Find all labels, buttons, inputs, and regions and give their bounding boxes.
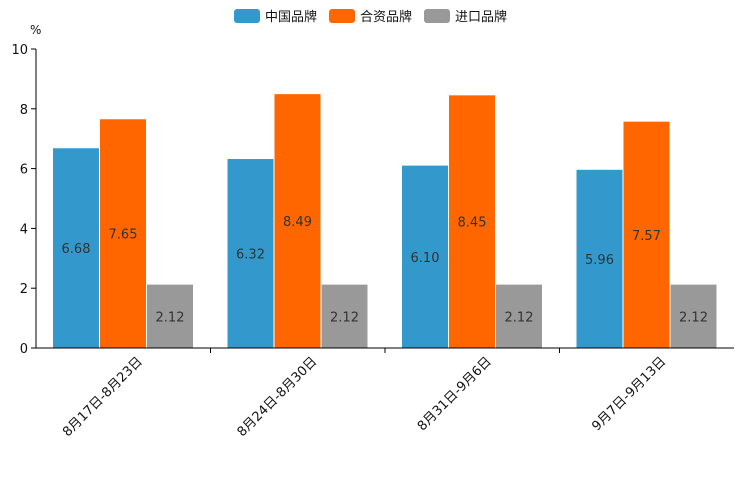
x-category-label: 8月17日-8月23日: [60, 354, 146, 440]
data-label: 8.49: [283, 215, 312, 230]
y-tick-label: 10: [11, 43, 28, 58]
bar-2-1[interactable]: [100, 119, 146, 348]
data-label: 5.96: [585, 253, 614, 268]
data-label: 6.32: [236, 248, 265, 263]
bar-1-1[interactable]: [53, 148, 99, 348]
bar-3-3[interactable]: [496, 284, 542, 348]
y-tick-label: 4: [20, 222, 28, 237]
y-tick-label: 0: [20, 342, 28, 357]
x-category-label: 8月24日-8月30日: [235, 354, 321, 440]
y-axis: 0 2 4 6 8 10: [11, 43, 37, 357]
bar-3-2[interactable]: [321, 284, 368, 348]
x-axis: 8月17日-8月23日 8月24日-8月30日 8月31日-9月6日 9月7日-9月1…: [36, 347, 734, 440]
bar-2-3[interactable]: [449, 95, 495, 348]
bar-2-4[interactable]: [623, 121, 670, 348]
data-label: 6.10: [411, 251, 440, 266]
bar-2-2[interactable]: [274, 94, 321, 348]
x-category-label: 9月7日-9月13日: [589, 354, 669, 434]
data-label: 7.57: [632, 229, 661, 244]
legend-swatch-3[interactable]: [424, 9, 450, 23]
data-label: 2.12: [330, 310, 359, 325]
bars: 6.68 7.65 2.12 6.32 8.49 2.12 6.10 8.45 2.12 5.96…: [53, 94, 717, 348]
legend-swatch-2[interactable]: [329, 9, 355, 23]
bar-1-4[interactable]: [576, 169, 623, 348]
legend-label-3: 进口品牌: [455, 9, 507, 25]
data-label: 8.45: [458, 216, 487, 231]
x-category-label: 8月31日-9月6日: [415, 354, 495, 434]
legend-label-1: 中国品牌: [265, 9, 317, 25]
y-tick-label: 2: [20, 282, 28, 297]
data-label: 6.68: [62, 242, 91, 257]
data-label: 2.12: [156, 310, 185, 325]
data-label: 2.12: [679, 310, 708, 325]
bar-3-1[interactable]: [147, 284, 193, 348]
legend: 中国品牌 合资品牌 进口品牌: [234, 9, 507, 25]
legend-label-2: 合资品牌: [360, 9, 412, 25]
legend-swatch-1[interactable]: [234, 9, 260, 23]
bar-3-4[interactable]: [670, 284, 717, 348]
data-label: 2.12: [505, 310, 534, 325]
bar-1-2[interactable]: [227, 159, 274, 348]
y-tick-label: 8: [20, 103, 28, 118]
y-tick-label: 6: [20, 163, 28, 178]
bar-1-3[interactable]: [402, 165, 448, 348]
y-axis-unit-label: %: [30, 23, 41, 37]
data-label: 7.65: [109, 228, 138, 243]
